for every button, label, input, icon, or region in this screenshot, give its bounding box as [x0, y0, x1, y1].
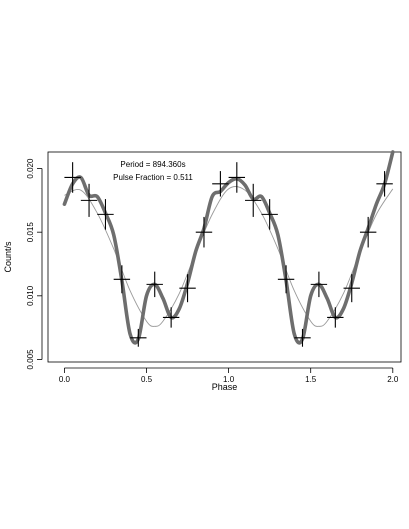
data-point [376, 171, 393, 197]
data-point [245, 183, 262, 217]
y-tick-label: 0.015 [26, 222, 35, 243]
plot-frame [47, 151, 402, 363]
data-point [294, 328, 311, 347]
y-tick-label: 0.020 [26, 158, 35, 179]
data-point [327, 307, 344, 328]
x-tick-label: 1.5 [305, 375, 317, 384]
x-tick-label: 2.0 [387, 375, 399, 384]
data-points-layer [64, 162, 393, 347]
data-point [80, 183, 98, 217]
y-tick-label: 0.005 [26, 349, 35, 370]
data-point [179, 274, 196, 303]
x-tick-label: 0.0 [59, 375, 71, 384]
annotation-period: Period = 894.360s [120, 160, 185, 169]
y-axis: 0.005 0.010 0.015 0.020 [26, 158, 43, 370]
data-point [113, 265, 131, 294]
annotation-pulse-fraction: Pulse Fraction = 0.511 [113, 173, 193, 182]
data-point [359, 216, 377, 248]
x-axis-label: Phase [212, 382, 238, 392]
data-point [343, 274, 360, 303]
data-point [310, 271, 328, 298]
x-axis: 0.0 0.5 1.0 1.5 2.0 [59, 367, 399, 384]
data-point [97, 199, 114, 230]
x-tick-label: 0.5 [141, 375, 153, 384]
y-axis-label: Count/s [3, 241, 13, 273]
data-point [212, 171, 229, 197]
data-point [277, 265, 295, 294]
y-tick-label: 0.010 [26, 285, 35, 306]
data-point [162, 307, 180, 328]
data-point [64, 162, 81, 193]
plot-area [47, 151, 402, 363]
data-point [261, 199, 278, 230]
data-point [146, 271, 163, 298]
x-tick-label: 1.0 [223, 375, 235, 384]
data-point [130, 328, 147, 347]
data-point [195, 216, 213, 248]
data-point [228, 162, 246, 193]
